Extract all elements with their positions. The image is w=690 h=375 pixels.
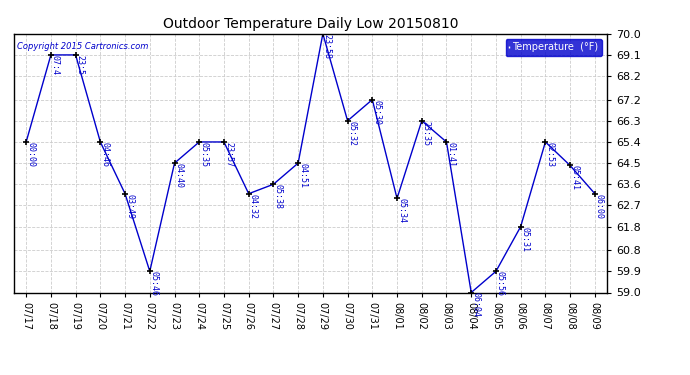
Text: 07:4: 07:4	[51, 55, 60, 75]
Text: 03:49: 03:49	[125, 194, 134, 219]
Legend: Temperature  (°F): Temperature (°F)	[506, 39, 602, 56]
Text: Copyright 2015 Cartronics.com: Copyright 2015 Cartronics.com	[17, 42, 148, 51]
Text: 06:04: 06:04	[471, 292, 480, 318]
Text: 05:30: 05:30	[373, 100, 382, 124]
Text: 05:32: 05:32	[348, 121, 357, 146]
Text: 23:57: 23:57	[224, 142, 233, 167]
Text: 05:35: 05:35	[199, 142, 208, 167]
Title: Outdoor Temperature Daily Low 20150810: Outdoor Temperature Daily Low 20150810	[163, 17, 458, 31]
Text: 05:41: 05:41	[570, 165, 579, 190]
Text: 04:40: 04:40	[175, 163, 184, 188]
Text: 23:58: 23:58	[323, 34, 332, 59]
Text: 01:41: 01:41	[446, 142, 455, 167]
Text: 04:51: 04:51	[298, 163, 307, 188]
Text: 06:00: 06:00	[595, 194, 604, 219]
Text: 02:53: 02:53	[545, 142, 554, 167]
Text: 23:35: 23:35	[422, 121, 431, 146]
Text: 05:34: 05:34	[397, 198, 406, 223]
Text: 04:32: 04:32	[248, 194, 257, 219]
Text: 05:46: 05:46	[150, 272, 159, 296]
Text: 05:56: 05:56	[496, 272, 505, 296]
Text: 05:38: 05:38	[273, 184, 282, 209]
Text: 00:00: 00:00	[26, 142, 35, 167]
Text: 23:5: 23:5	[76, 55, 85, 75]
Text: 05:31: 05:31	[521, 226, 530, 252]
Text: 04:46: 04:46	[100, 142, 109, 167]
